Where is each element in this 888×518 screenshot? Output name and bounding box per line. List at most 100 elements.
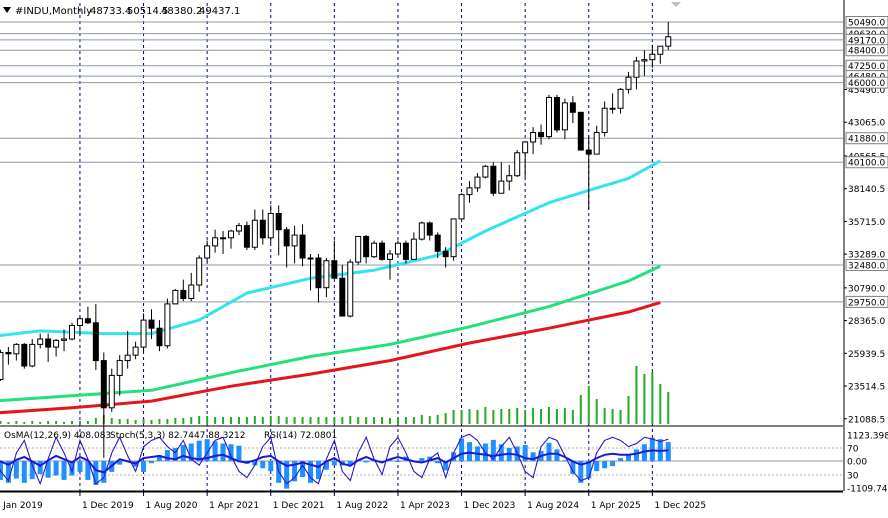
candle-body [394, 242, 401, 255]
osma-bar [459, 438, 465, 461]
candle-body [450, 218, 457, 258]
osma-bar [117, 461, 123, 465]
osma-bar [228, 444, 234, 461]
candle-body [13, 343, 20, 355]
osma-bar [315, 461, 321, 480]
osma-bar [61, 461, 67, 480]
candle-body [601, 107, 608, 134]
osma-bar [180, 445, 186, 461]
candle-body [506, 175, 513, 182]
candle-body [204, 245, 211, 259]
osma-bar [292, 461, 298, 482]
candle-body [100, 360, 107, 409]
candle-body [235, 225, 242, 232]
price-tick-label: 21088.5 [848, 415, 885, 425]
candle-body [108, 374, 115, 409]
candle-body [76, 318, 83, 326]
level-price-label: 40100.0 [848, 159, 885, 169]
candle-body [116, 360, 123, 376]
candle-body [212, 237, 219, 247]
candle-body [5, 351, 12, 355]
candle-body [29, 343, 36, 367]
osma-bar [29, 461, 35, 480]
candle-body [530, 132, 537, 143]
shift-marker-icon[interactable] [671, 2, 681, 7]
osma-bar [85, 461, 91, 480]
candle-body [649, 53, 656, 61]
osma-bar [149, 461, 154, 464]
candle-body [148, 319, 155, 329]
level-price-label: 29750.0 [848, 298, 885, 308]
level-price-box [845, 76, 888, 89]
price-tick-label: 38140.5 [848, 185, 885, 195]
osma-label: OsMA(12,26,9) 408.083 [4, 431, 111, 441]
osma-bar [260, 461, 266, 469]
stoch-label: Stoch(5,3,3) 82.7447 88.3212 [110, 431, 245, 441]
candle-body [132, 346, 139, 356]
osma-bar [331, 461, 337, 466]
osma-bar [522, 445, 528, 461]
candle-body [140, 319, 147, 348]
osma-bar [196, 440, 202, 461]
horizontal-levels[interactable] [0, 21, 843, 303]
indicator-tick-label: 0.00 [847, 458, 867, 468]
osma-bar [530, 452, 536, 461]
candle-body [69, 324, 75, 340]
candle-body [0, 351, 4, 380]
osma-bar [93, 461, 99, 485]
osma-bar [633, 449, 639, 461]
candle-body [458, 194, 465, 220]
osma-bar [626, 455, 631, 461]
osma-bar [172, 447, 178, 461]
candle-body [569, 102, 576, 113]
candle-body [633, 60, 640, 78]
stoch-main-line [0, 433, 669, 486]
candle-body [546, 96, 552, 138]
candle-body [387, 253, 393, 260]
candle-body [92, 322, 99, 362]
osma-bar [610, 461, 616, 467]
candle-body [283, 229, 290, 247]
volume-bars [0, 366, 670, 424]
candle-body [331, 260, 338, 279]
level-price-label: 32480.0 [848, 262, 885, 272]
indicator-tick-label: 30 [847, 472, 859, 482]
triangle-down-icon[interactable] [3, 7, 11, 13]
price-tick-label: 35715.0 [848, 218, 885, 228]
osma-bar [236, 445, 242, 461]
osma-bar [649, 437, 655, 461]
time-tick-label: 1 Jan 2019 [0, 501, 43, 511]
candle-body [482, 165, 489, 178]
level-price-box [845, 16, 888, 29]
level-price-box [845, 259, 888, 272]
osma-bar [53, 461, 59, 476]
candle-body [323, 260, 330, 289]
candle-body [251, 219, 258, 248]
candle-body [593, 132, 600, 155]
osma-bar [5, 461, 11, 483]
candle-body [37, 338, 44, 345]
osma-bar [308, 461, 313, 483]
candle-body [657, 45, 664, 55]
osma-bar [252, 461, 258, 466]
level-price-box [845, 295, 888, 308]
level-price-label: 41880.0 [848, 135, 885, 145]
osma-bar [602, 461, 608, 469]
price-tick-label: 25939.5 [848, 350, 885, 360]
indicator-tick-label: 70 [847, 445, 859, 455]
osma-bar [69, 461, 75, 476]
level-price-label: 46000.0 [848, 79, 885, 89]
rsi-line [0, 449, 669, 474]
osma-bar [268, 461, 274, 472]
osma-bar [443, 461, 449, 471]
osma-bar [498, 444, 504, 461]
osma-bar [562, 460, 568, 462]
candle-body [275, 213, 282, 231]
candle-body [61, 338, 68, 341]
candle-body [220, 237, 227, 240]
candle-body [514, 152, 521, 177]
indicator-header: OsMA(12,26,9) 408.083 Stoch(5,3,3) 82.74… [4, 431, 337, 441]
